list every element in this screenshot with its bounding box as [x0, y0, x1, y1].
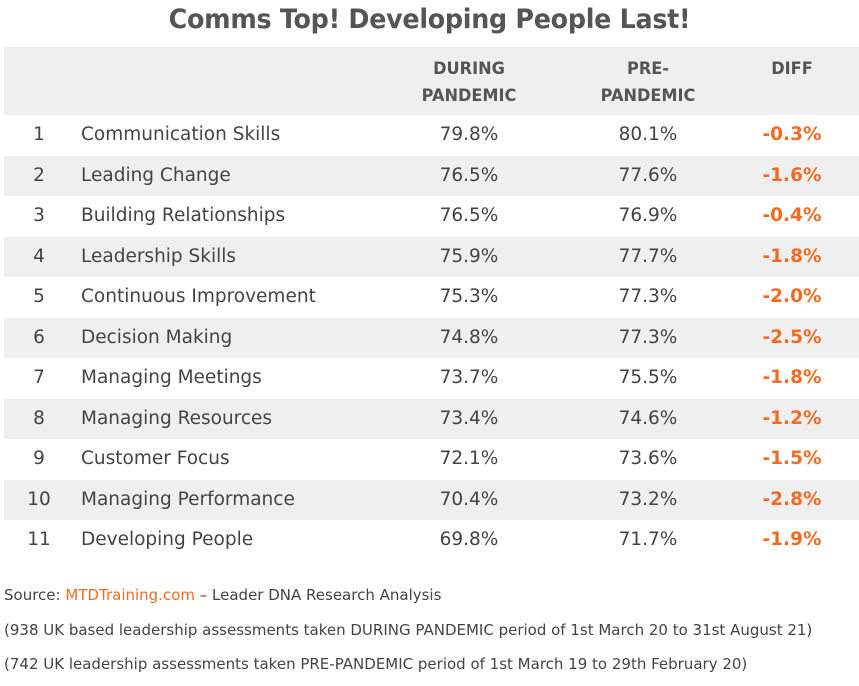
pre-pandemic-cell: 74.6% [618, 407, 678, 429]
diff-cell: -1.6% [762, 164, 822, 186]
table-body: 1 Communication Skills 79.8% 80.1% -0.3% 2 Lea… [4, 115, 859, 561]
diff-cell: -0.4% [762, 205, 822, 226]
during-pandemic-cell: 74.8% [439, 326, 499, 348]
note-pre-pandemic: (742 UK leadership assessments taken PRE… [4, 655, 748, 673]
table-row: 9 Customer Focus 72.1% 73.6% -1.5% [4, 439, 859, 480]
source-prefix: Source: [4, 586, 66, 604]
header-during-pandemic: DURING PANDEMIC [411, 56, 527, 110]
table-row: 5 Continuous Improvement 75.3% 77.3% -2.0% [4, 277, 859, 318]
during-pandemic-cell: 76.5% [439, 164, 499, 186]
source-suffix: – Leader DNA Research Analysis [195, 586, 442, 604]
pre-pandemic-cell: 75.5% [618, 367, 678, 388]
diff-cell: -1.8% [762, 245, 822, 267]
during-pandemic-cell: 75.9% [439, 245, 499, 267]
header-diff: DIFF [771, 59, 813, 79]
header-during-line2: PANDEMIC [421, 86, 517, 106]
table-header: DURING PANDEMIC PRE- PANDEMIC DIFF [4, 47, 859, 115]
diff-cell: -1.5% [762, 448, 822, 469]
table-row: 10 Managing Performance 70.4% 73.2% -2.8% [4, 479, 859, 520]
rank-cell: 11 [27, 529, 51, 550]
table-row: 2 Leading Change 76.5% 77.6% -1.6% [4, 155, 859, 196]
pre-pandemic-cell: 77.7% [618, 245, 678, 267]
rank-cell: 9 [33, 448, 45, 469]
diff-cell: -0.3% [762, 124, 822, 145]
rank-cell: 4 [33, 245, 45, 267]
skill-cell: Leading Change [81, 164, 231, 186]
table-row: 4 Leadership Skills 75.9% 77.7% -1.8% [4, 236, 859, 277]
table-row: 3 Building Relationships 76.5% 76.9% -0.4% [4, 196, 859, 237]
skill-cell: Managing Meetings [81, 367, 262, 388]
skill-cell: Leadership Skills [81, 245, 237, 267]
skill-cell: Managing Performance [81, 488, 295, 510]
rank-cell: 8 [33, 407, 45, 429]
diff-cell: -2.5% [762, 326, 822, 348]
skill-cell: Customer Focus [81, 448, 230, 469]
pre-pandemic-cell: 73.6% [618, 448, 678, 469]
table-row: 8 Managing Resources 73.4% 74.6% -1.2% [4, 398, 859, 439]
skill-cell: Managing Resources [81, 407, 273, 429]
pre-pandemic-cell: 77.3% [618, 286, 678, 307]
during-pandemic-cell: 70.4% [439, 488, 499, 510]
diff-cell: -1.8% [762, 367, 822, 388]
during-pandemic-cell: 69.8% [439, 529, 499, 550]
rank-cell: 5 [33, 286, 45, 307]
table-row: 1 Communication Skills 79.8% 80.1% -0.3% [4, 115, 859, 156]
pre-pandemic-cell: 71.7% [618, 529, 678, 550]
pre-pandemic-cell: 73.2% [618, 488, 678, 510]
during-pandemic-cell: 79.8% [439, 124, 499, 145]
rank-cell: 1 [33, 124, 45, 145]
rank-cell: 3 [33, 205, 45, 226]
during-pandemic-cell: 73.4% [439, 407, 499, 429]
rank-cell: 2 [33, 164, 45, 186]
skill-cell: Continuous Improvement [81, 286, 316, 307]
skill-cell: Decision Making [81, 326, 233, 348]
note-during-pandemic: (938 UK based leadership assessments tak… [4, 620, 813, 639]
diff-cell: -2.0% [762, 286, 822, 307]
table-row: 6 Decision Making 74.8% 77.3% -2.5% [4, 317, 859, 358]
during-pandemic-cell: 75.3% [439, 286, 499, 307]
footer-notes: Source: MTDTraining.com – Leader DNA Res… [4, 580, 859, 684]
header-pre-line2: PANDEMIC [600, 86, 696, 106]
rank-cell: 7 [33, 367, 45, 388]
skills-table: DURING PANDEMIC PRE- PANDEMIC DIFF 1 Comm… [4, 47, 859, 561]
pre-pandemic-cell: 80.1% [618, 124, 678, 145]
rank-cell: 6 [33, 326, 45, 348]
skill-cell: Communication Skills [81, 124, 281, 145]
skill-cell: Developing People [81, 529, 254, 550]
during-pandemic-cell: 73.7% [439, 367, 499, 388]
table-row: 11 Developing People 69.8% 71.7% -1.9% [4, 520, 859, 561]
rank-cell: 10 [27, 488, 51, 510]
source-line: Source: MTDTraining.com – Leader DNA Res… [4, 580, 859, 615]
table-row: 7 Managing Meetings 73.7% 75.5% -1.8% [4, 358, 859, 399]
skill-cell: Building Relationships [81, 205, 286, 226]
header-during-line1: DURING [433, 59, 505, 79]
header-pre-pandemic: PRE- PANDEMIC [591, 56, 705, 110]
during-pandemic-cell: 76.5% [439, 205, 499, 226]
pre-pandemic-cell: 77.3% [618, 326, 678, 348]
pre-pandemic-cell: 77.6% [618, 164, 678, 186]
header-pre-line1: PRE- [626, 59, 670, 79]
pre-pandemic-cell: 76.9% [618, 205, 678, 226]
diff-cell: -1.2% [762, 407, 822, 429]
source-link[interactable]: MTDTraining.com [65, 586, 195, 604]
during-pandemic-cell: 72.1% [439, 448, 499, 469]
diff-cell: -1.9% [762, 529, 822, 550]
page-title: Comms Top! Developing People Last! [168, 4, 691, 35]
diff-cell: -2.8% [762, 488, 822, 510]
